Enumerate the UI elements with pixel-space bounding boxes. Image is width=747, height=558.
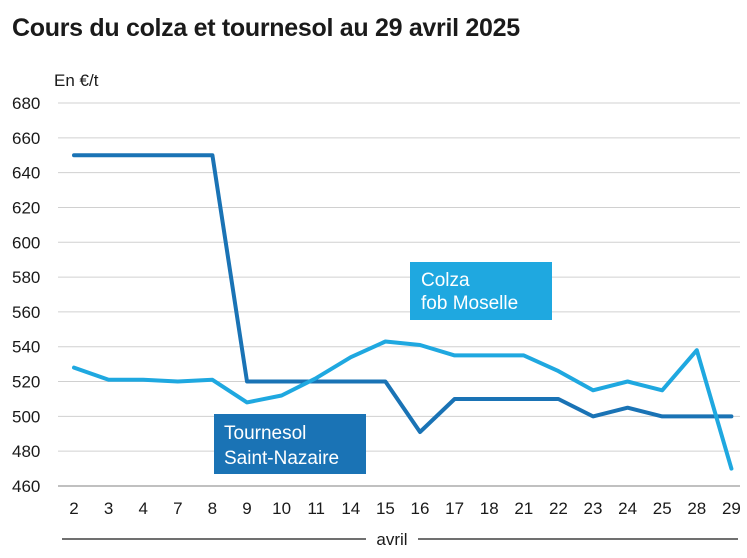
series-label-box — [214, 414, 366, 474]
chart-title: Cours du colza et tournesol au 29 avril … — [12, 14, 520, 42]
y-tick-label: 480 — [12, 442, 40, 461]
y-tick-label: 680 — [12, 94, 40, 113]
x-tick-label: 10 — [272, 499, 291, 518]
x-tick-label: 9 — [242, 499, 251, 518]
x-tick-label: 22 — [549, 499, 568, 518]
x-tick-label: 24 — [618, 499, 637, 518]
series-label-line: fob Moselle — [421, 293, 518, 314]
x-axis-label: avril — [376, 530, 407, 549]
x-axis-label-group: avril — [62, 530, 738, 549]
y-tick-label: 640 — [12, 164, 40, 183]
series-label-tournesol: Tournesol Saint-Nazaire — [214, 414, 366, 474]
series-label-line: Saint-Nazaire — [224, 448, 339, 469]
x-tick-label: 23 — [584, 499, 603, 518]
y-tick-label: 460 — [12, 477, 40, 496]
series-label-box — [410, 262, 552, 320]
y-tick-label: 660 — [12, 129, 40, 148]
x-tick-label: 21 — [514, 499, 533, 518]
series-label-line: Tournesol — [224, 423, 306, 444]
y-axis-unit: En €/t — [54, 71, 99, 90]
y-tick-label: 560 — [12, 303, 40, 322]
x-tick-label: 3 — [104, 499, 113, 518]
x-tick-label: 11 — [307, 499, 325, 518]
series-label-line: Colza — [421, 270, 470, 291]
x-tick-label: 7 — [173, 499, 182, 518]
x-axis-ticks: 2 3 4 7 8 9 10 11 14 15 16 17 18 21 22 23 24 25 28 29 — [69, 499, 741, 518]
x-tick-label: 16 — [411, 499, 430, 518]
x-tick-label: 17 — [445, 499, 464, 518]
y-tick-label: 580 — [12, 268, 40, 287]
series-lines — [72, 153, 734, 471]
series-line-tournesol — [72, 153, 734, 434]
y-tick-label: 620 — [12, 198, 40, 217]
x-tick-label: 15 — [376, 499, 395, 518]
y-tick-label: 540 — [12, 338, 40, 357]
x-tick-label: 14 — [341, 499, 360, 518]
y-axis-ticks: 460 480 500 520 540 560 580 600 620 640 660 680 — [12, 94, 40, 496]
grid-lines — [58, 102, 740, 487]
y-tick-label: 520 — [12, 373, 40, 392]
y-tick-label: 600 — [12, 233, 40, 252]
x-tick-label: 29 — [722, 499, 741, 518]
x-tick-label: 2 — [69, 499, 78, 518]
x-tick-label: 18 — [480, 499, 499, 518]
x-tick-label: 28 — [687, 499, 706, 518]
x-tick-label: 8 — [208, 499, 217, 518]
series-line-colza — [72, 339, 734, 471]
x-tick-label: 25 — [653, 499, 672, 518]
y-tick-label: 500 — [12, 407, 40, 426]
x-tick-label: 4 — [138, 499, 147, 518]
